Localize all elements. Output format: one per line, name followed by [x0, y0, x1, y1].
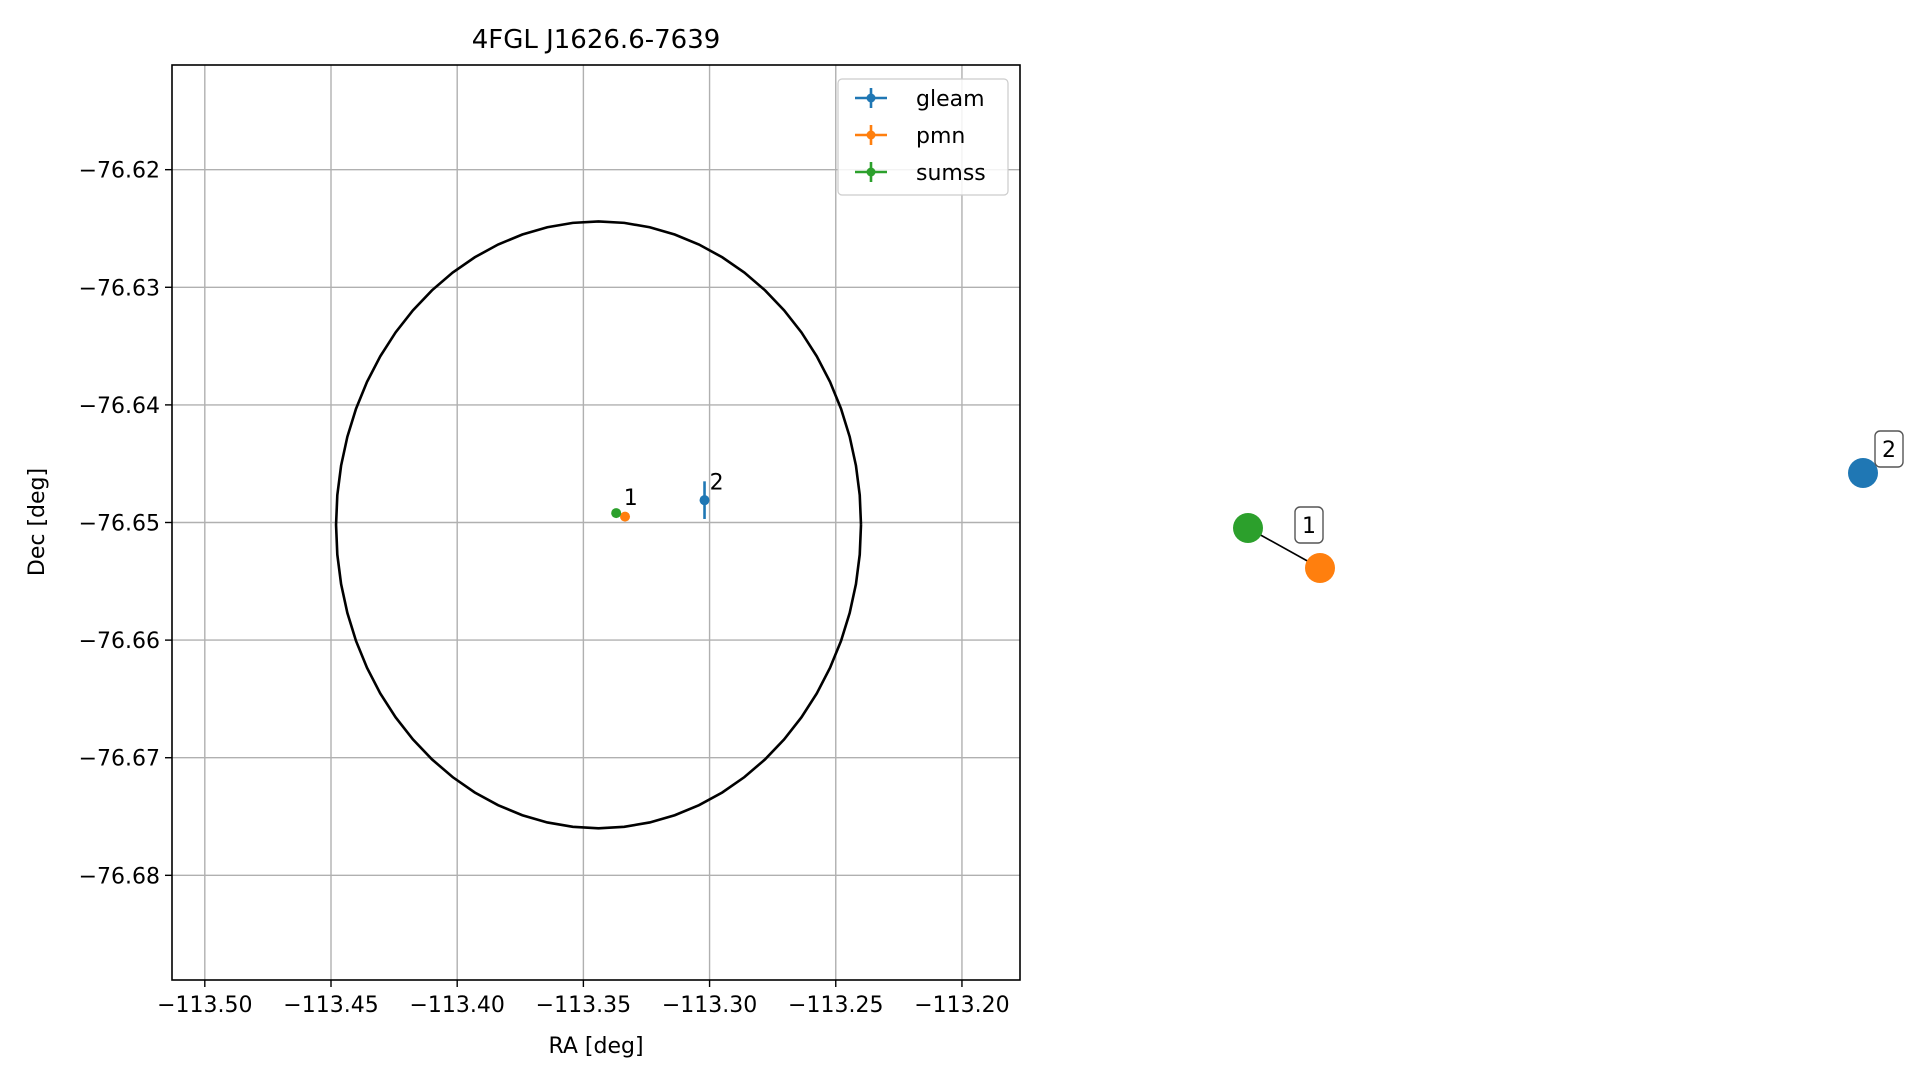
network-label-box: [1874, 430, 1904, 468]
legend-items: gleam pmn sumss: [855, 87, 986, 186]
y-tick-label: −76.65: [79, 512, 160, 537]
legend-marker-sumss: [866, 167, 876, 177]
y-tick-label: −76.63: [79, 276, 160, 301]
legend-label-pmn: pmn: [916, 124, 965, 149]
error-ellipse-curve: [334, 220, 863, 830]
x-tick-label: −113.20: [914, 993, 1009, 1018]
point-sumss: [611, 508, 622, 519]
point-gleam: [699, 495, 710, 506]
network-node-gleam: [1848, 458, 1878, 488]
legend-label-sumss: sumss: [916, 161, 986, 186]
x-tick-label: −113.30: [662, 993, 757, 1018]
x-tick-label: −113.40: [409, 993, 504, 1018]
y-axis-ticks: −76.62 −76.63 −76.64 −76.65 −76.66 −76.67 −76.…: [79, 159, 172, 889]
x-tick-label: −113.25: [788, 993, 883, 1018]
y-axis-label: Dec [deg]: [25, 468, 50, 576]
x-axis-ticks: −113.50 −113.45 −113.40 −113.35 −113.30 −113.…: [157, 980, 1010, 1018]
network-label-box: [1294, 506, 1324, 544]
legend-label-gleam: gleam: [916, 87, 985, 112]
y-tick-label: −76.64: [79, 394, 160, 419]
y-tick-label: −76.67: [79, 747, 160, 772]
network-graph: 12: [1233, 430, 1904, 583]
y-tick-label: −76.66: [79, 629, 160, 654]
legend: gleam pmn sumss: [837, 78, 1009, 196]
x-tick-label: −113.35: [536, 993, 631, 1018]
point-annotations: 12: [624, 471, 724, 511]
x-tick-label: −113.50: [157, 993, 252, 1018]
chart-title: 4FGL J1626.6-7639: [472, 25, 721, 55]
point-annotation: 2: [710, 471, 724, 496]
point-pmn: [620, 511, 631, 522]
data-points: [611, 481, 710, 522]
x-tick-label: −113.45: [283, 993, 378, 1018]
x-axis-label: RA [deg]: [548, 1034, 643, 1059]
grid: [172, 65, 1020, 980]
point-annotation: 1: [624, 486, 638, 511]
y-tick-label: −76.68: [79, 864, 160, 889]
network-label: 2: [1882, 438, 1896, 463]
legend-marker-pmn: [866, 130, 876, 140]
y-tick-label: −76.62: [79, 159, 160, 184]
legend-marker-gleam: [866, 93, 876, 103]
legend-box: [837, 78, 1009, 196]
error-ellipse: [334, 220, 863, 830]
network-label: 1: [1302, 514, 1316, 539]
network-node-pmn: [1305, 553, 1335, 583]
network-node-sumss: [1233, 513, 1263, 543]
